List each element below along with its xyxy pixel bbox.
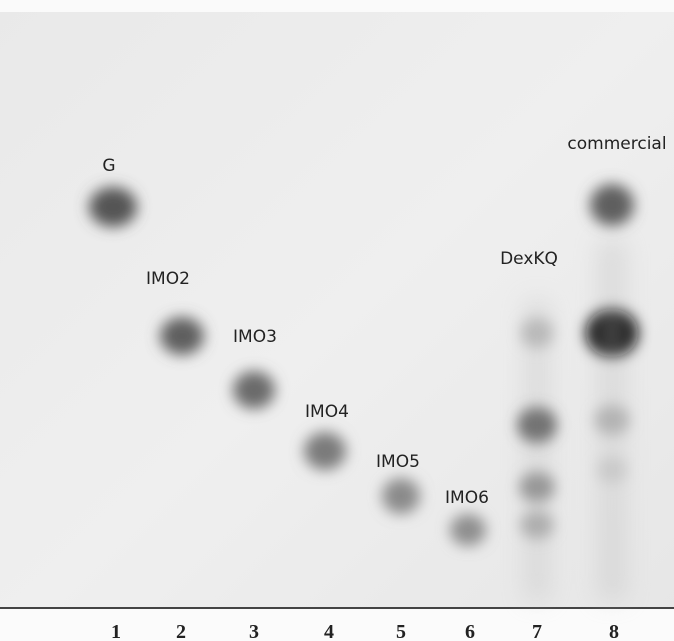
spot-label: IMO4 (305, 402, 349, 422)
streak (598, 240, 626, 600)
spot-label: commercial (567, 134, 666, 154)
lane-number: 1 (111, 621, 121, 641)
lane-number: 6 (465, 621, 475, 641)
spot (89, 187, 137, 227)
plate-bottom-margin (0, 608, 674, 641)
spot-label: IMO6 (445, 488, 489, 508)
lane-number: 7 (532, 621, 542, 641)
lane-number: 4 (324, 621, 334, 641)
spot (590, 184, 634, 226)
spot-label: IMO5 (376, 452, 420, 472)
spot-label: G (102, 156, 115, 176)
streak (525, 300, 549, 600)
spot (160, 317, 204, 355)
spot-label: IMO2 (146, 269, 190, 289)
spot (304, 432, 346, 470)
spot-label: DexKQ (500, 249, 558, 269)
spot (450, 514, 486, 546)
lane-number: 8 (609, 621, 619, 641)
spot (233, 371, 275, 409)
spot (382, 478, 420, 514)
lane-number: 5 (396, 621, 406, 641)
lane-streaks (525, 240, 626, 600)
lane-number: 3 (249, 621, 259, 641)
lane-number: 2 (176, 621, 186, 641)
plate-top-edge (0, 0, 674, 12)
spot-label: IMO3 (233, 327, 277, 347)
